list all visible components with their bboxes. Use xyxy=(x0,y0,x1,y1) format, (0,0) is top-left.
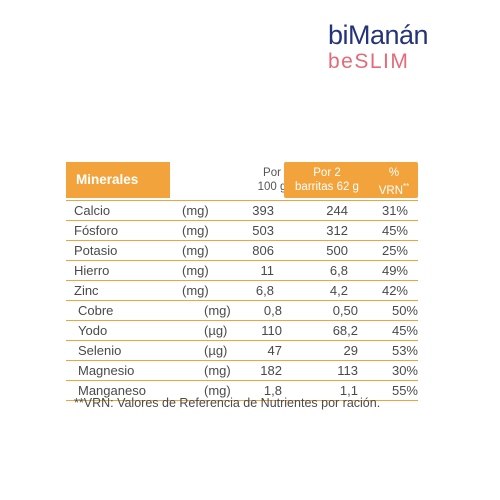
value-per-100g: 47 xyxy=(267,343,282,358)
value-per-2-bars: 4,2 xyxy=(329,283,348,298)
table-row: Manganeso (mg) 1,8 1,1 55% xyxy=(66,381,418,401)
value-per-100g: 0,8 xyxy=(263,303,282,318)
header-vrn-line2: VRN** xyxy=(370,180,418,198)
header-per-100g: Por 100 g xyxy=(246,162,298,198)
header-per-100g-line2: 100 g xyxy=(257,181,287,193)
table-row: Calcio (mg) 393 244 31% xyxy=(66,201,418,221)
mineral-unit: (µg) xyxy=(204,323,228,338)
mineral-name: Manganeso xyxy=(78,383,146,398)
value-vrn: 53% xyxy=(391,343,418,358)
value-per-100g: 110 xyxy=(261,323,282,338)
brand-subname: beSLIM xyxy=(328,50,410,73)
mineral-name: Magnesio xyxy=(78,363,135,378)
table-row: Potasio (mg) 806 500 25% xyxy=(66,241,418,261)
header-orange-block: Por 2 barritas 62 g % VRN** xyxy=(284,162,418,198)
header-vrn-sup: ** xyxy=(403,182,410,191)
mineral-name: Zinc xyxy=(74,283,99,298)
table-row: Cobre (mg) 0,8 0,50 50% xyxy=(66,301,418,321)
header-per-100g-line1: Por xyxy=(263,167,281,179)
minerals-table: Minerales Por 100 g Por 2 barritas 62 g … xyxy=(66,162,418,401)
table-body: Calcio (mg) 393 244 31% Fósforo (mg) 503 312 45% P… xyxy=(66,200,418,401)
header-per-2-bars: Por 2 barritas 62 g xyxy=(284,162,370,198)
value-vrn: 25% xyxy=(381,243,408,258)
value-vrn: 31% xyxy=(381,203,408,218)
table-row: Zinc (mg) 6,8 4,2 42% xyxy=(66,281,418,301)
value-vrn: 55% xyxy=(391,383,418,398)
mineral-name: Fósforo xyxy=(74,223,119,238)
mineral-name: Potasio xyxy=(74,243,118,258)
footnote: **VRN: Valores de Referencia de Nutrient… xyxy=(74,396,381,410)
value-per-100g: 6,8 xyxy=(255,283,274,298)
value-per-2-bars: 113 xyxy=(337,363,358,378)
value-vrn: 42% xyxy=(381,283,408,298)
value-per-100g: 806 xyxy=(252,243,274,258)
table-row: Yodo (µg) 110 68,2 45% xyxy=(66,321,418,341)
header-vrn-label: VRN xyxy=(378,184,404,197)
mineral-unit: (µg) xyxy=(204,343,228,358)
value-vrn: 49% xyxy=(381,263,408,278)
header-vrn: % VRN** xyxy=(370,162,418,198)
mineral-name: Hierro xyxy=(74,263,110,278)
mineral-name: Yodo xyxy=(78,323,108,338)
header-per-2-line1: Por 2 xyxy=(313,167,341,179)
value-per-100g: 393 xyxy=(252,203,274,218)
mineral-unit: (mg) xyxy=(204,363,231,378)
value-per-2-bars: 29 xyxy=(343,343,358,358)
value-per-100g: 1,8 xyxy=(263,383,282,398)
value-per-2-bars: 1,1 xyxy=(339,383,358,398)
value-per-100g: 11 xyxy=(260,263,275,278)
mineral-unit: (mg) xyxy=(204,383,231,398)
mineral-name: Selenio xyxy=(78,343,122,358)
value-per-2-bars: 6,8 xyxy=(329,263,348,278)
mineral-unit: (mg) xyxy=(182,203,209,218)
brand-logo: biManán beSLIM xyxy=(328,22,440,73)
mineral-unit: (mg) xyxy=(182,243,209,258)
table-row: Magnesio (mg) 182 113 30% xyxy=(66,361,418,381)
table-row: Selenio (µg) 47 29 53% xyxy=(66,341,418,361)
value-vrn: 30% xyxy=(391,363,418,378)
value-vrn: 45% xyxy=(381,223,408,238)
table-header: Minerales Por 100 g Por 2 barritas 62 g … xyxy=(66,162,418,200)
value-per-2-bars: 500 xyxy=(326,243,348,258)
mineral-unit: (mg) xyxy=(204,303,231,318)
value-vrn: 45% xyxy=(391,323,418,338)
table-row: Hierro (mg) 11 6,8 49% xyxy=(66,261,418,281)
mineral-name: Calcio xyxy=(74,203,111,218)
value-per-2-bars: 68,2 xyxy=(332,323,358,338)
mineral-unit: (mg) xyxy=(182,263,209,278)
header-minerales: Minerales xyxy=(66,162,170,198)
table-row: Fósforo (mg) 503 312 45% xyxy=(66,221,418,241)
value-per-100g: 182 xyxy=(260,363,282,378)
header-per-2-line2: barritas 62 g xyxy=(295,181,359,193)
value-vrn: 50% xyxy=(391,303,418,318)
value-per-2-bars: 244 xyxy=(326,203,348,218)
header-vrn-line1: % xyxy=(388,167,400,179)
value-per-100g: 503 xyxy=(252,223,274,238)
mineral-unit: (mg) xyxy=(182,283,209,298)
mineral-name: Cobre xyxy=(78,303,114,318)
mineral-unit: (mg) xyxy=(182,223,209,238)
brand-name: biManán xyxy=(328,20,429,50)
value-per-2-bars: 0,50 xyxy=(332,303,358,318)
value-per-2-bars: 312 xyxy=(326,223,348,238)
